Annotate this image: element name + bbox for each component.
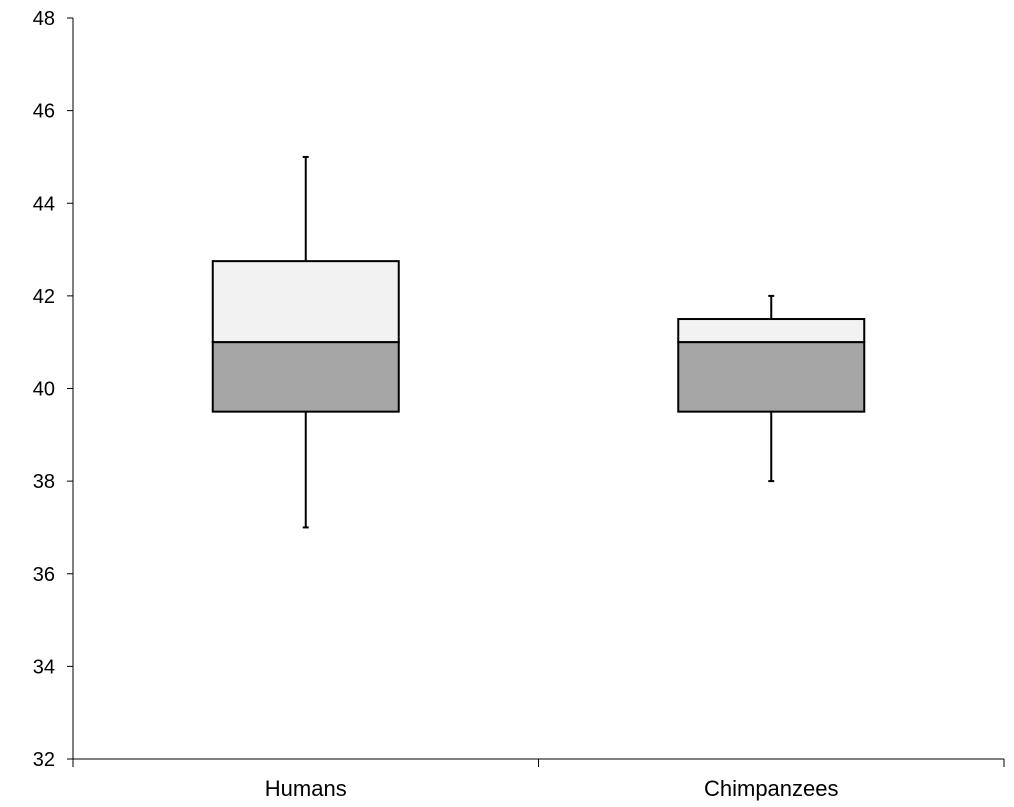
y-tick-label: 36 [33, 564, 55, 586]
y-tick-label: 48 [33, 8, 55, 30]
category-label: Humans [265, 776, 347, 801]
category-label: Chimpanzees [704, 776, 839, 801]
y-axis-ticks: 32 34 36 38 40 42 44 46 48 [33, 8, 73, 771]
y-tick-label: 32 [33, 749, 55, 771]
y-tick-label: 44 [33, 193, 55, 215]
y-tick-label: 42 [33, 286, 55, 308]
box-chimpanzees [677, 294, 866, 483]
upper-quartile-box [211, 260, 400, 344]
lower-quartile-box [211, 341, 400, 413]
y-tick-label: 34 [33, 656, 55, 678]
y-tick-label: 46 [33, 101, 55, 123]
box-series [211, 155, 866, 529]
y-tick-label: 40 [33, 379, 55, 401]
y-tick-label: 38 [33, 471, 55, 493]
x-axis-ticks: Humans Chimpanzees [72, 759, 1005, 801]
upper-quartile-box [677, 318, 866, 344]
box-humans [211, 155, 400, 529]
lower-quartile-box [677, 341, 866, 413]
